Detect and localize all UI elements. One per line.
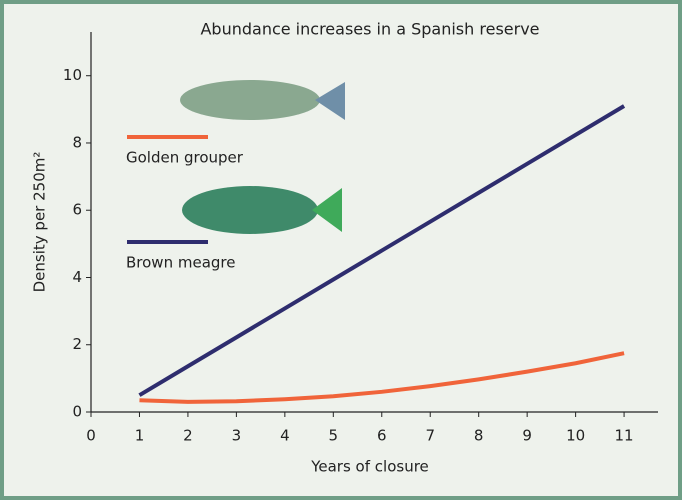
- x-axis-label: Years of closure: [310, 458, 429, 476]
- x-tick-label: 8: [474, 427, 484, 445]
- chart-title: Abundance increases in a Spanish reserve: [200, 20, 539, 39]
- x-tick-label: 1: [135, 427, 145, 445]
- x-tick-label: 10: [566, 427, 585, 445]
- fish-icon: [180, 80, 345, 120]
- y-tick-label: 4: [72, 268, 82, 286]
- y-tick-label: 8: [72, 133, 82, 151]
- y-tick-label: 6: [72, 201, 82, 219]
- x-tick-label: 0: [86, 427, 96, 445]
- y-tick-label: 0: [72, 403, 82, 421]
- y-tick-label: 2: [72, 335, 82, 353]
- x-tick-label: 9: [522, 427, 532, 445]
- x-tick-label: 7: [425, 427, 435, 445]
- x-tick-label: 5: [329, 427, 339, 445]
- x-tick-label: 6: [377, 427, 387, 445]
- y-axis-label: Density per 250m²: [31, 152, 49, 293]
- legend-label: Brown meagre: [126, 254, 235, 272]
- legend-label: Golden grouper: [126, 149, 244, 167]
- x-tick-label: 3: [232, 427, 242, 445]
- x-tick-label: 11: [615, 427, 634, 445]
- x-tick-label: 4: [280, 427, 290, 445]
- series-line: [139, 351, 625, 404]
- series-line: [138, 104, 626, 397]
- x-tick-label: 2: [183, 427, 193, 445]
- fish-icon: [182, 186, 342, 234]
- y-tick-label: 10: [63, 66, 82, 84]
